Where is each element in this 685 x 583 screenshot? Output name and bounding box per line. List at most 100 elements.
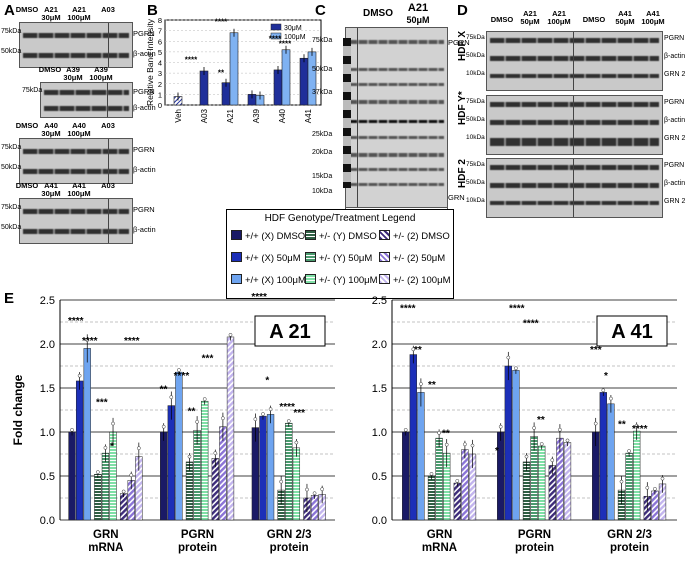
blot-band bbox=[490, 201, 659, 205]
mw-marker: 25kDa bbox=[312, 131, 333, 138]
legend-item: +/+ (X) 100μM bbox=[231, 274, 306, 286]
data-point bbox=[550, 458, 555, 463]
western-blot bbox=[19, 22, 133, 68]
legend-item: +/- (Y) 50μM bbox=[305, 252, 372, 264]
lane-label-line: 100μM bbox=[89, 73, 113, 82]
lane-label-a21: A21 bbox=[407, 2, 429, 14]
data-point bbox=[419, 382, 423, 386]
bar bbox=[504, 365, 512, 521]
legend-item: +/+ (X) DMSO bbox=[231, 230, 305, 242]
blot-separator bbox=[573, 159, 574, 217]
western-blot bbox=[40, 82, 133, 118]
data-point bbox=[202, 397, 207, 401]
blot-band bbox=[23, 53, 129, 58]
band-label: PGRN bbox=[664, 99, 685, 106]
bar bbox=[292, 447, 301, 521]
bar bbox=[281, 49, 291, 106]
significance-stars: ** bbox=[414, 345, 422, 356]
data-point bbox=[619, 479, 624, 484]
data-point bbox=[268, 407, 273, 411]
chart-title-box bbox=[596, 315, 668, 347]
full-western-blot bbox=[345, 27, 448, 208]
data-point bbox=[195, 419, 199, 424]
bar bbox=[167, 405, 175, 521]
mw-marker: 10kDa bbox=[312, 188, 333, 195]
blot-band bbox=[349, 68, 444, 71]
bar bbox=[229, 32, 239, 106]
significance-stars: **** bbox=[523, 318, 539, 329]
x-tick-label: PGRN bbox=[181, 529, 214, 541]
significance-stars: **** bbox=[82, 336, 98, 347]
x-tick-label: mRNA bbox=[422, 542, 457, 554]
significance-stars: * bbox=[265, 376, 269, 387]
legend-label: +/- (2) 50μM bbox=[393, 253, 446, 264]
mw-marker: 15kDa bbox=[312, 173, 333, 180]
band-label: β-actin bbox=[664, 117, 685, 124]
lane-label: A21 100μM bbox=[66, 6, 92, 22]
lane-label: A40 100μM bbox=[66, 122, 92, 138]
x-tick-label: Veh bbox=[174, 109, 183, 123]
data-point bbox=[539, 442, 544, 446]
y-tick-label: 0.0 bbox=[40, 515, 55, 527]
band-label: GRN 2/3 bbox=[664, 71, 685, 78]
data-point bbox=[601, 388, 606, 393]
lane-label-line: A39 bbox=[94, 65, 108, 74]
blot-band bbox=[349, 120, 444, 123]
bar bbox=[199, 70, 209, 106]
legend-swatch bbox=[231, 274, 242, 284]
x-tick-label: protein bbox=[178, 542, 217, 554]
significance-stars: **** bbox=[400, 303, 416, 314]
legend-item: +/- (Y) DMSO bbox=[305, 230, 377, 242]
data-point bbox=[77, 373, 82, 378]
data-point bbox=[609, 396, 613, 401]
bar bbox=[226, 336, 235, 521]
mw-marker: 75kDa bbox=[312, 37, 333, 44]
mw-marker: 75kDa bbox=[1, 144, 22, 151]
legend-label: +/- (Y) 100μM bbox=[319, 275, 378, 286]
significance-stars: ** bbox=[160, 384, 168, 395]
significance-stars: **** bbox=[509, 303, 525, 314]
y-axis-label: Relative Band Intensity bbox=[145, 18, 155, 106]
mw-marker: 50kDa bbox=[1, 224, 22, 231]
significance-stars: **** bbox=[632, 424, 648, 435]
bar bbox=[307, 51, 317, 106]
y-tick-label: 1.5 bbox=[40, 383, 55, 395]
mw-marker: 50kDa bbox=[1, 48, 22, 55]
panel-c-label: C bbox=[315, 2, 326, 19]
significance-stars: * bbox=[495, 446, 499, 457]
x-tick-label: GRN bbox=[427, 529, 453, 541]
chart-title: A 21 bbox=[269, 321, 311, 343]
lane-label: A41 50μM bbox=[610, 10, 640, 26]
significance-stars: * bbox=[604, 371, 608, 382]
western-blot bbox=[486, 158, 663, 218]
band-label: PGRN bbox=[133, 87, 155, 96]
y-tick-label: 2.5 bbox=[372, 295, 387, 307]
bar bbox=[512, 370, 520, 521]
data-point bbox=[111, 421, 115, 426]
legend-swatch bbox=[270, 32, 282, 40]
legend-swatch bbox=[270, 23, 282, 31]
legend-label: +/+ (X) 50μM bbox=[245, 253, 301, 264]
band-label: GRN 2/3 bbox=[664, 135, 685, 142]
data-point bbox=[177, 368, 181, 372]
x-tick-label: A41 bbox=[304, 108, 313, 123]
data-point bbox=[85, 338, 90, 342]
data-point bbox=[95, 470, 100, 474]
data-point bbox=[463, 442, 467, 447]
lane-label: A03 bbox=[95, 6, 121, 14]
chart-title-box bbox=[254, 315, 326, 347]
band-label: PGRN bbox=[664, 35, 685, 42]
western-blot bbox=[486, 31, 663, 91]
y-tick-label: 2.0 bbox=[40, 339, 55, 351]
band-label: β-actin bbox=[664, 180, 685, 187]
band-label-pgrn: PGRN bbox=[448, 38, 470, 47]
blot-separator bbox=[108, 23, 109, 67]
data-point bbox=[320, 487, 325, 492]
data-point bbox=[312, 491, 317, 496]
blot-band bbox=[349, 136, 444, 139]
mw-marker: 10kDa bbox=[466, 197, 485, 204]
lane-label-line: 100μM bbox=[67, 189, 91, 198]
legend-swatch bbox=[305, 230, 316, 240]
lane-label-line: A40 bbox=[72, 121, 86, 130]
bar bbox=[175, 371, 183, 521]
